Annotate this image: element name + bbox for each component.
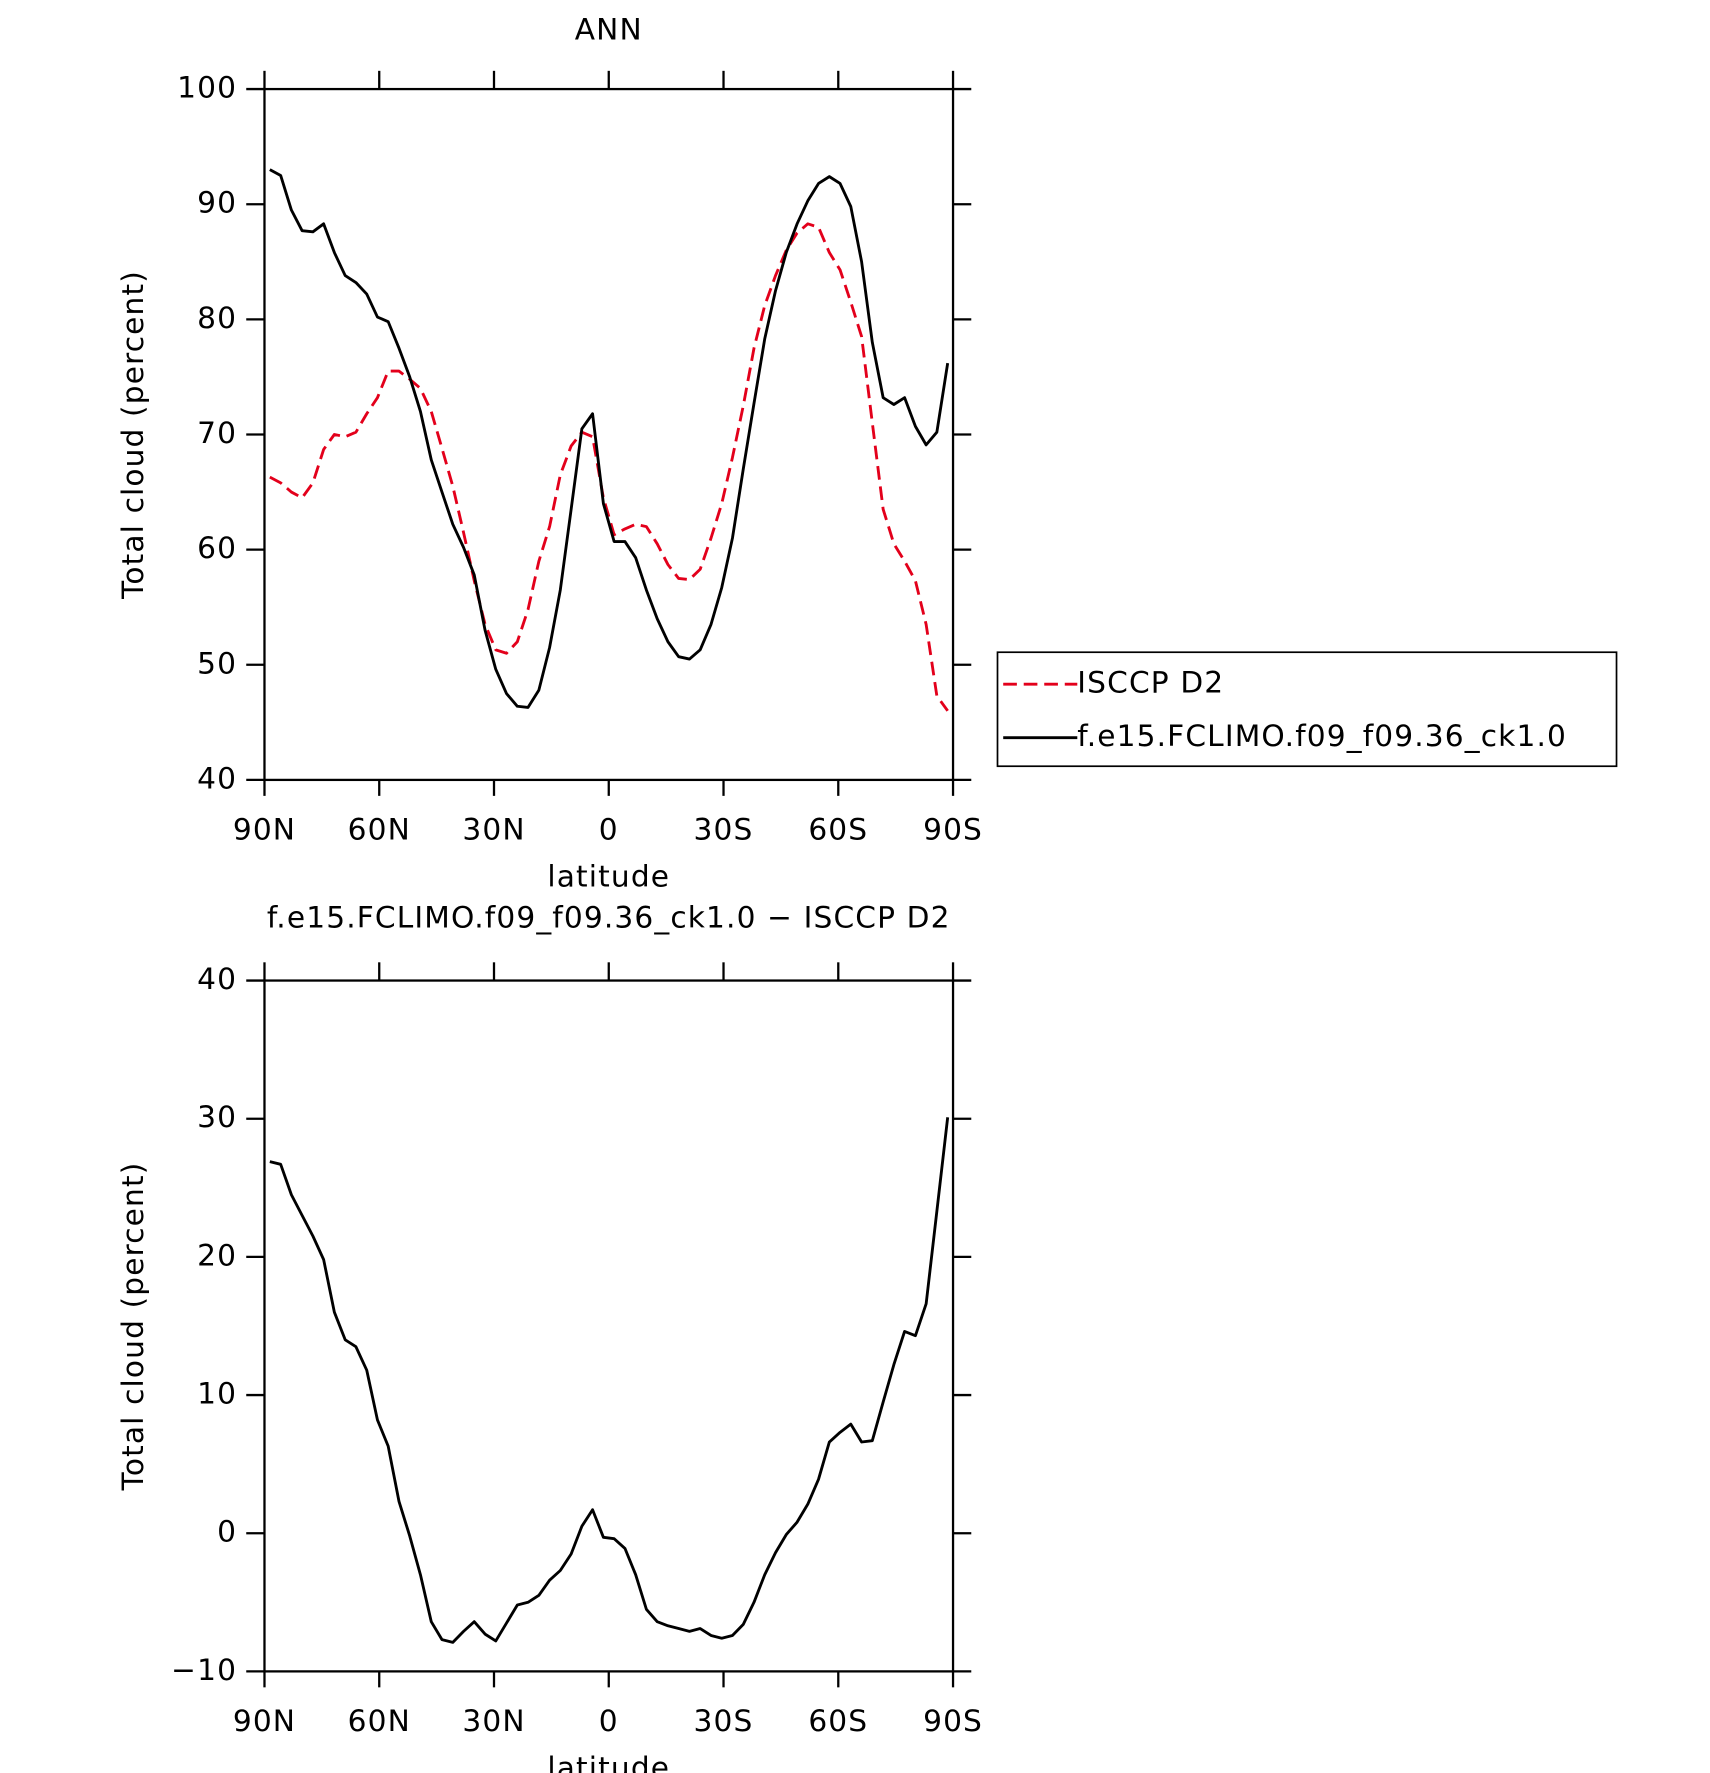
- plot-frame: [263, 87, 955, 782]
- y-tick-label: 0: [217, 1514, 237, 1549]
- x-tick-label: 0: [599, 1703, 619, 1738]
- y-tick-label: 50: [197, 645, 237, 680]
- chart-title: ANN: [575, 11, 643, 46]
- y-tick-label: 40: [197, 760, 237, 795]
- x-tick-label: 30S: [694, 1703, 754, 1738]
- x-axis-label: latitude: [547, 1750, 670, 1773]
- x-tick-label: 0: [599, 812, 619, 847]
- y-tick-label: 40: [197, 961, 237, 996]
- x-tick-label: 30N: [462, 1703, 525, 1738]
- x-tick-label: 60N: [348, 812, 411, 847]
- y-axis-label: Total cloud (percent): [115, 270, 150, 600]
- plot-frame: [263, 979, 955, 1673]
- series-line: [269, 168, 950, 709]
- series-line: [269, 222, 949, 712]
- chart-title: f.e15.FCLIMO.f09_f09.36_ck1.0 − ISCCP D2: [267, 899, 951, 934]
- x-tick-label: 60N: [348, 1703, 411, 1738]
- legend-label: f.e15.FCLIMO.f09_f09.36_ck1.0: [1077, 718, 1567, 753]
- y-tick-label: 60: [197, 530, 237, 565]
- y-axis-label: Total cloud (percent): [115, 1162, 150, 1492]
- x-tick-label: 90S: [923, 1703, 983, 1738]
- legend-label: ISCCP D2: [1077, 665, 1224, 700]
- x-tick-label: 60S: [808, 1703, 868, 1738]
- y-tick-label: 90: [197, 185, 237, 220]
- x-tick-label: 30N: [462, 812, 525, 847]
- x-tick-label: 90N: [233, 1703, 296, 1738]
- y-tick-label: 20: [197, 1237, 237, 1272]
- x-tick-label: 30S: [694, 812, 754, 847]
- legend-box: [996, 651, 1618, 768]
- x-tick-label: 90N: [233, 812, 296, 847]
- y-tick-label: 80: [197, 300, 237, 335]
- x-tick-label: 90S: [923, 812, 983, 847]
- x-tick-label: 60S: [808, 812, 868, 847]
- y-tick-label: 70: [197, 415, 237, 450]
- x-axis-label: latitude: [547, 858, 670, 893]
- y-tick-label: 10: [197, 1376, 237, 1411]
- y-tick-label: −10: [171, 1652, 237, 1687]
- series-line: [269, 1117, 950, 1644]
- y-tick-label: 100: [177, 70, 237, 105]
- y-tick-label: 30: [197, 1099, 237, 1134]
